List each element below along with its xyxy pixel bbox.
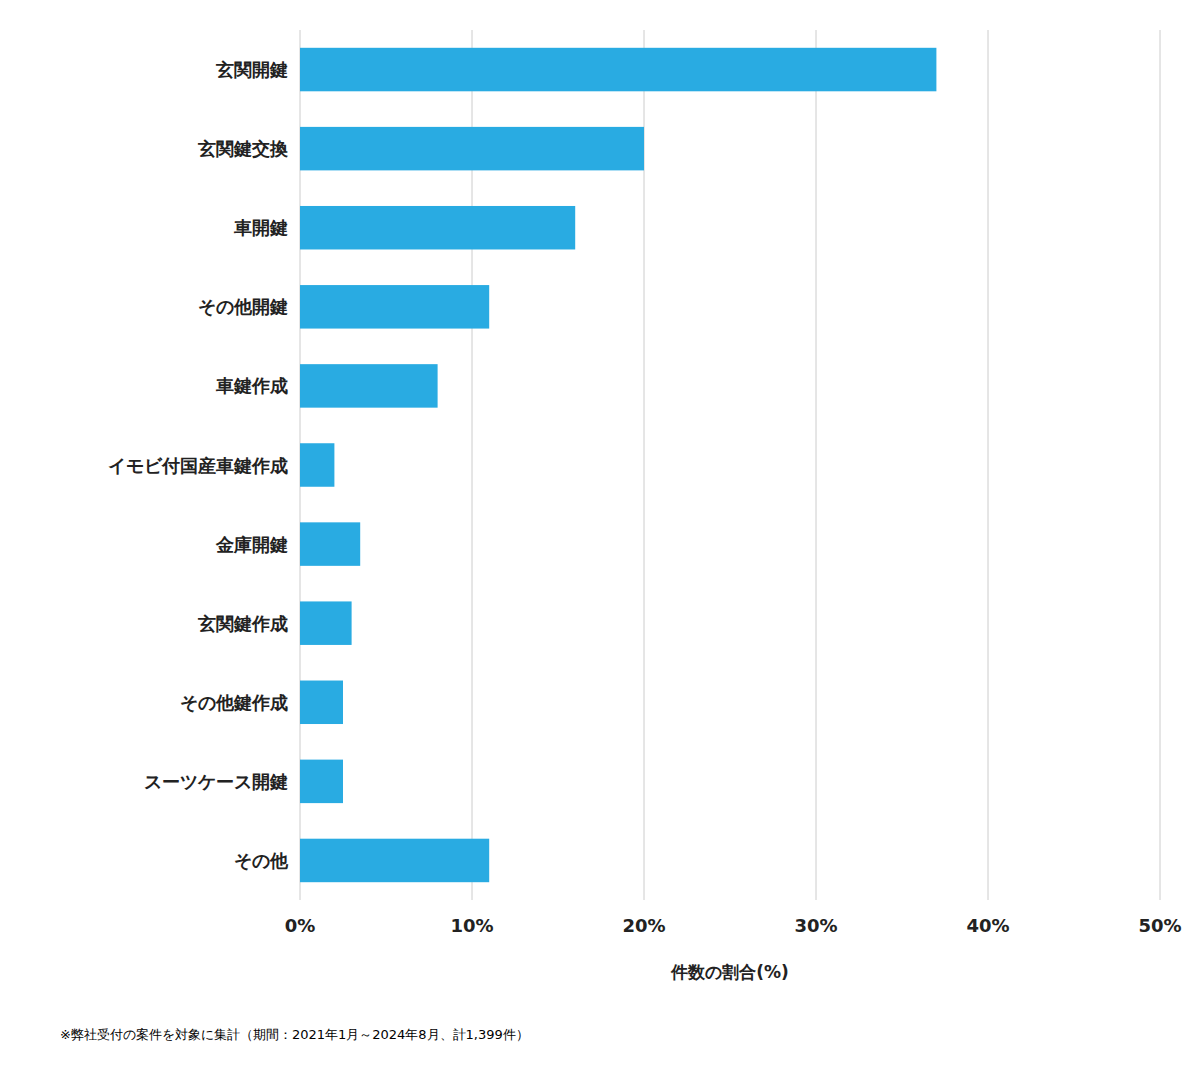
category-label: その他: [234, 850, 289, 871]
category-labels: その他 スーツケース開鍵 その他鍵作成 玄関鍵作成 金庫開鍵 イモビ付国産車鍵作成 車鍵作成…: [108, 59, 289, 871]
tick-labels: 0% 10% 20% 30% 40% 50%: [285, 915, 1182, 936]
bar: [300, 206, 575, 250]
bar: [300, 443, 334, 487]
category-label: 玄関鍵作成: [197, 613, 288, 634]
bars: [300, 48, 936, 882]
bar: [300, 681, 343, 725]
grid: [300, 30, 1160, 900]
category-label: 玄関開鍵: [215, 59, 288, 80]
x-tick-label: 50%: [1138, 915, 1181, 936]
bar: [300, 127, 644, 170]
grid-line: [1160, 30, 1161, 900]
bar: [300, 839, 489, 883]
x-axis-label: 件数の割合(%): [670, 962, 789, 982]
bar: [300, 285, 489, 329]
footnote: ※弊社受付の案件を対象に集計（期間：2021年1月～2024年8月、計1,399…: [60, 1027, 529, 1042]
bar: [300, 364, 438, 408]
category-label: 車開鍵: [233, 217, 288, 238]
chart: 0% 10% 20% 30% 40% 50% その他 スーツケース開鍵 その他鍵作成 玄関鍵作成 金…: [0, 0, 1200, 1069]
category-label: 車鍵作成: [215, 375, 288, 396]
bar: [300, 48, 936, 92]
category-label: スーツケース開鍵: [144, 771, 288, 792]
x-tick-label: 0%: [285, 915, 316, 936]
grid-line: [988, 30, 989, 900]
category-label: その他鍵作成: [180, 692, 288, 713]
x-tick-label: 40%: [966, 915, 1009, 936]
grid-line: [816, 30, 817, 900]
bar: [300, 601, 352, 645]
x-tick-label: 30%: [794, 915, 837, 936]
x-tick-label: 20%: [622, 915, 665, 936]
category-label: 玄関鍵交換: [197, 138, 289, 159]
x-tick-label: 10%: [450, 915, 493, 936]
category-label: 金庫開鍵: [215, 534, 288, 555]
category-label: その他開鍵: [198, 296, 288, 317]
bar: [300, 760, 343, 804]
category-label: イモビ付国産車鍵作成: [108, 455, 288, 476]
bar: [300, 522, 360, 566]
chart-container: 0% 10% 20% 30% 40% 50% その他 スーツケース開鍵 その他鍵作成 玄関鍵作成 金…: [0, 0, 1200, 1069]
